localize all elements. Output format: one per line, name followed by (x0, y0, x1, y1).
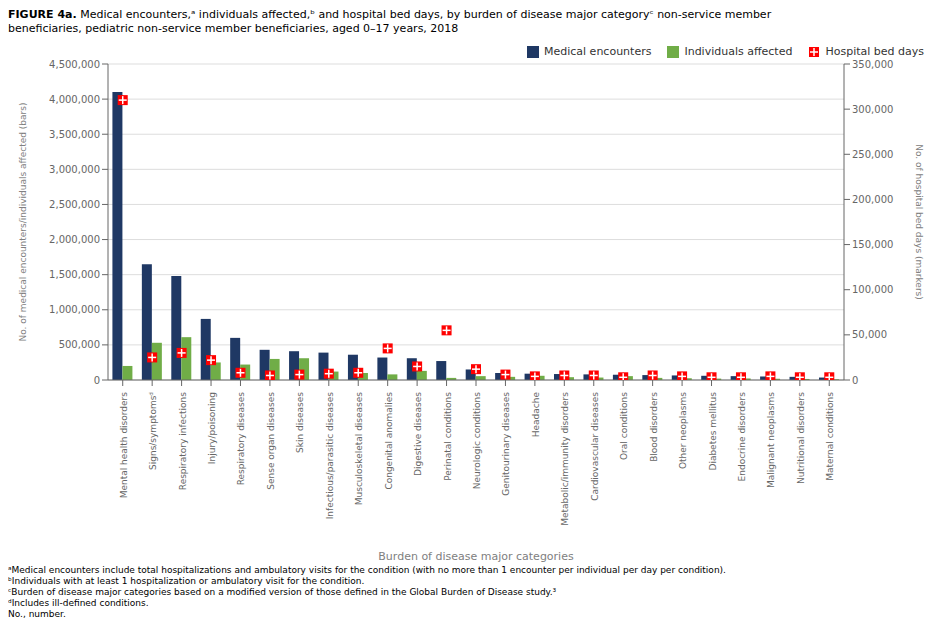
svg-text:300,000: 300,000 (852, 104, 893, 115)
html-text:ᵇIndividuals with at least 1 h: ᵇIndividuals with at least 1 hospitaliza… (8, 576, 365, 586)
svg-text:Respiratory infections: Respiratory infections (178, 392, 188, 491)
svg-text:Blood disorders: Blood disorders (649, 392, 659, 462)
svg-text:Neurologic conditions: Neurologic conditions (472, 392, 482, 490)
svg-text:3,000,000: 3,000,000 (49, 164, 100, 175)
svg-text:1,000,000: 1,000,000 (49, 304, 100, 315)
svg-text:Maternal conditions: Maternal conditions (825, 392, 835, 481)
svg-text:Metabolic/immunity disorders: Metabolic/immunity disorders (560, 392, 570, 526)
html-text:No., number.: No., number. (8, 609, 66, 619)
svg-text:Diabetes mellitus: Diabetes mellitus (708, 392, 718, 471)
svg-text:Malignant neoplasms: Malignant neoplasms (766, 392, 776, 488)
svg-text:50,000: 50,000 (852, 329, 887, 340)
html-text:ᵃMedical encounters include to: ᵃMedical encounters include total hospit… (8, 565, 726, 575)
svg-text:Oral conditions: Oral conditions (619, 392, 629, 460)
svg-text:Burden of disease major catego: Burden of disease major categories (378, 550, 574, 563)
svg-text:150,000: 150,000 (852, 239, 893, 250)
svg-text:Nutritional disorders: Nutritional disorders (796, 392, 806, 484)
svg-text:Signs/symptomsᵈ: Signs/symptomsᵈ (148, 392, 158, 470)
html-text:Hospital bed days: Hospital bed days (825, 45, 924, 58)
html-text:ᶜBurden of disease major categ: ᶜBurden of disease major categories base… (8, 587, 557, 597)
svg-text:Other neoplasms: Other neoplasms (678, 392, 688, 469)
svg-text:Infectious/parasitic diseases: Infectious/parasitic diseases (325, 392, 335, 520)
svg-text:Cardiovascular diseases: Cardiovascular diseases (590, 392, 600, 501)
svg-text:0: 0 (94, 375, 100, 386)
html-text:Individuals affected: Individuals affected (684, 45, 793, 58)
svg-text:Sense organ diseases: Sense organ diseases (266, 392, 276, 490)
svg-text:Congenital anomalies: Congenital anomalies (384, 392, 394, 490)
html-text:ᵈIncludes ill-defined conditio: ᵈIncludes ill-defined conditions. (8, 598, 149, 608)
svg-text:Genitourinary diseases: Genitourinary diseases (501, 392, 511, 496)
svg-text:2,000,000: 2,000,000 (49, 234, 100, 245)
svg-text:Perinatal conditions: Perinatal conditions (443, 392, 453, 481)
svg-text:No. of hospital bed days (mark: No. of hospital bed days (markers) (914, 144, 924, 300)
svg-text:250,000: 250,000 (852, 149, 893, 160)
svg-text:Respiratory diseases: Respiratory diseases (236, 392, 246, 486)
svg-text:Injury/poisoning: Injury/poisoning (207, 392, 217, 464)
svg-text:No. of medical encounters/indi: No. of medical encounters/individuals af… (18, 103, 28, 342)
svg-text:4,500,000: 4,500,000 (49, 59, 100, 70)
svg-text:4,000,000: 4,000,000 (49, 94, 100, 105)
svg-text:Digestive diseases: Digestive diseases (413, 392, 423, 476)
svg-text:Mental health disorders: Mental health disorders (119, 392, 129, 499)
html-text:Medical encounters: Medical encounters (544, 45, 652, 58)
svg-text:2,500,000: 2,500,000 (49, 199, 100, 210)
svg-text:0: 0 (852, 375, 858, 386)
svg-text:Endocrine disorders: Endocrine disorders (737, 392, 747, 482)
svg-text:200,000: 200,000 (852, 194, 893, 205)
svg-text:Skin diseases: Skin diseases (295, 392, 305, 453)
svg-text:Musculoskeletal diseases: Musculoskeletal diseases (354, 392, 364, 506)
svg-text:350,000: 350,000 (852, 59, 893, 70)
html-text:FIGURE 4a. Medical encounters,: FIGURE 4a. Medical encounters,ᵃ individu… (8, 8, 772, 35)
svg-text:Headache: Headache (531, 392, 541, 438)
svg-text:100,000: 100,000 (852, 284, 893, 295)
svg-text:500,000: 500,000 (59, 339, 100, 350)
svg-text:3,500,000: 3,500,000 (49, 129, 100, 140)
svg-text:1,500,000: 1,500,000 (49, 269, 100, 280)
